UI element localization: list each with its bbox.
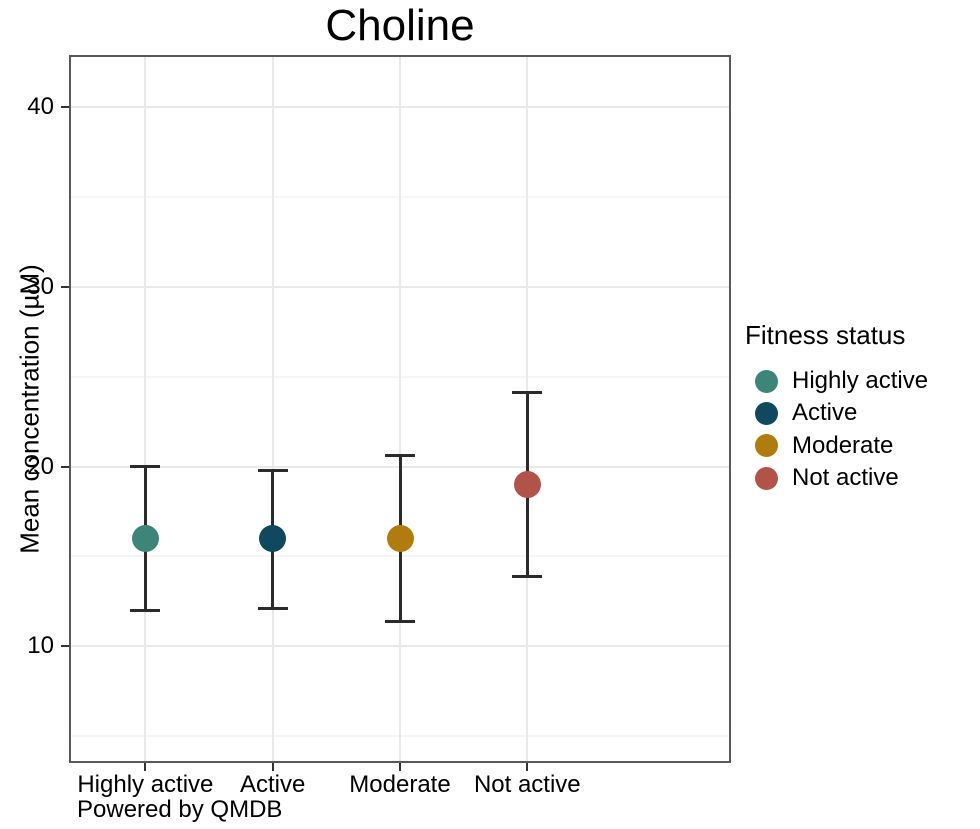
y-axis-label: Mean concentration (µM) xyxy=(14,264,45,554)
error-bar-cap-bottom xyxy=(512,574,543,578)
error-bar-cap-bottom xyxy=(257,606,288,610)
error-bar-cap-top xyxy=(385,454,415,458)
y-tick-label: 20 xyxy=(27,452,54,480)
data-point xyxy=(259,524,287,552)
x-tick-mark xyxy=(526,763,529,771)
legend-swatch xyxy=(755,369,778,393)
y-tick-mark xyxy=(61,285,69,288)
data-point xyxy=(386,524,414,552)
legend-swatch xyxy=(755,401,778,425)
legend-item: Active xyxy=(745,397,977,429)
legend-swatch xyxy=(755,434,778,458)
error-bar-cap-top xyxy=(512,391,543,395)
legend-title: Fitness status xyxy=(745,320,906,350)
y-tick-label: 10 xyxy=(27,632,54,660)
x-tick-label: Moderate xyxy=(349,771,451,798)
legend-item-label: Highly active xyxy=(792,367,929,395)
x-tick-mark xyxy=(144,763,147,771)
y-tick-label: 30 xyxy=(27,272,54,300)
error-bar-cap-bottom xyxy=(385,619,415,623)
data-point xyxy=(513,470,541,498)
legend: Fitness status Highly active Active Modera… xyxy=(745,320,977,494)
legend-item: Moderate xyxy=(745,430,977,462)
plot-panel xyxy=(69,55,731,763)
gridline-major-v xyxy=(144,55,147,763)
y-tick-mark xyxy=(61,106,69,109)
legend-item-label: Moderate xyxy=(792,431,894,459)
gridline-major-v xyxy=(271,55,274,763)
caption: Powered by QMDB xyxy=(77,796,283,823)
legend-item: Highly active xyxy=(745,365,977,397)
y-tick-mark xyxy=(61,465,69,468)
x-tick-label: Active xyxy=(240,771,306,798)
error-bar-cap-top xyxy=(257,468,288,472)
legend-item: Not active xyxy=(745,462,977,494)
x-tick-label: Highly active xyxy=(77,771,214,798)
error-bar-cap-bottom xyxy=(130,608,161,612)
chart-title: Choline xyxy=(325,1,475,50)
legend-swatch xyxy=(755,466,778,490)
legend-item-label: Active xyxy=(792,399,858,427)
x-tick-label: Not active xyxy=(473,771,581,798)
data-point xyxy=(131,524,159,552)
legend-item-label: Not active xyxy=(792,464,899,492)
error-bar-cap-top xyxy=(130,465,161,468)
legend-items: Highly active Active Moderate Not active xyxy=(745,365,977,494)
y-tick-mark xyxy=(61,645,69,648)
gridline-major-v xyxy=(399,55,401,763)
x-tick-mark xyxy=(271,763,274,771)
x-tick-mark xyxy=(399,763,401,771)
y-tick-label: 40 xyxy=(27,93,54,121)
